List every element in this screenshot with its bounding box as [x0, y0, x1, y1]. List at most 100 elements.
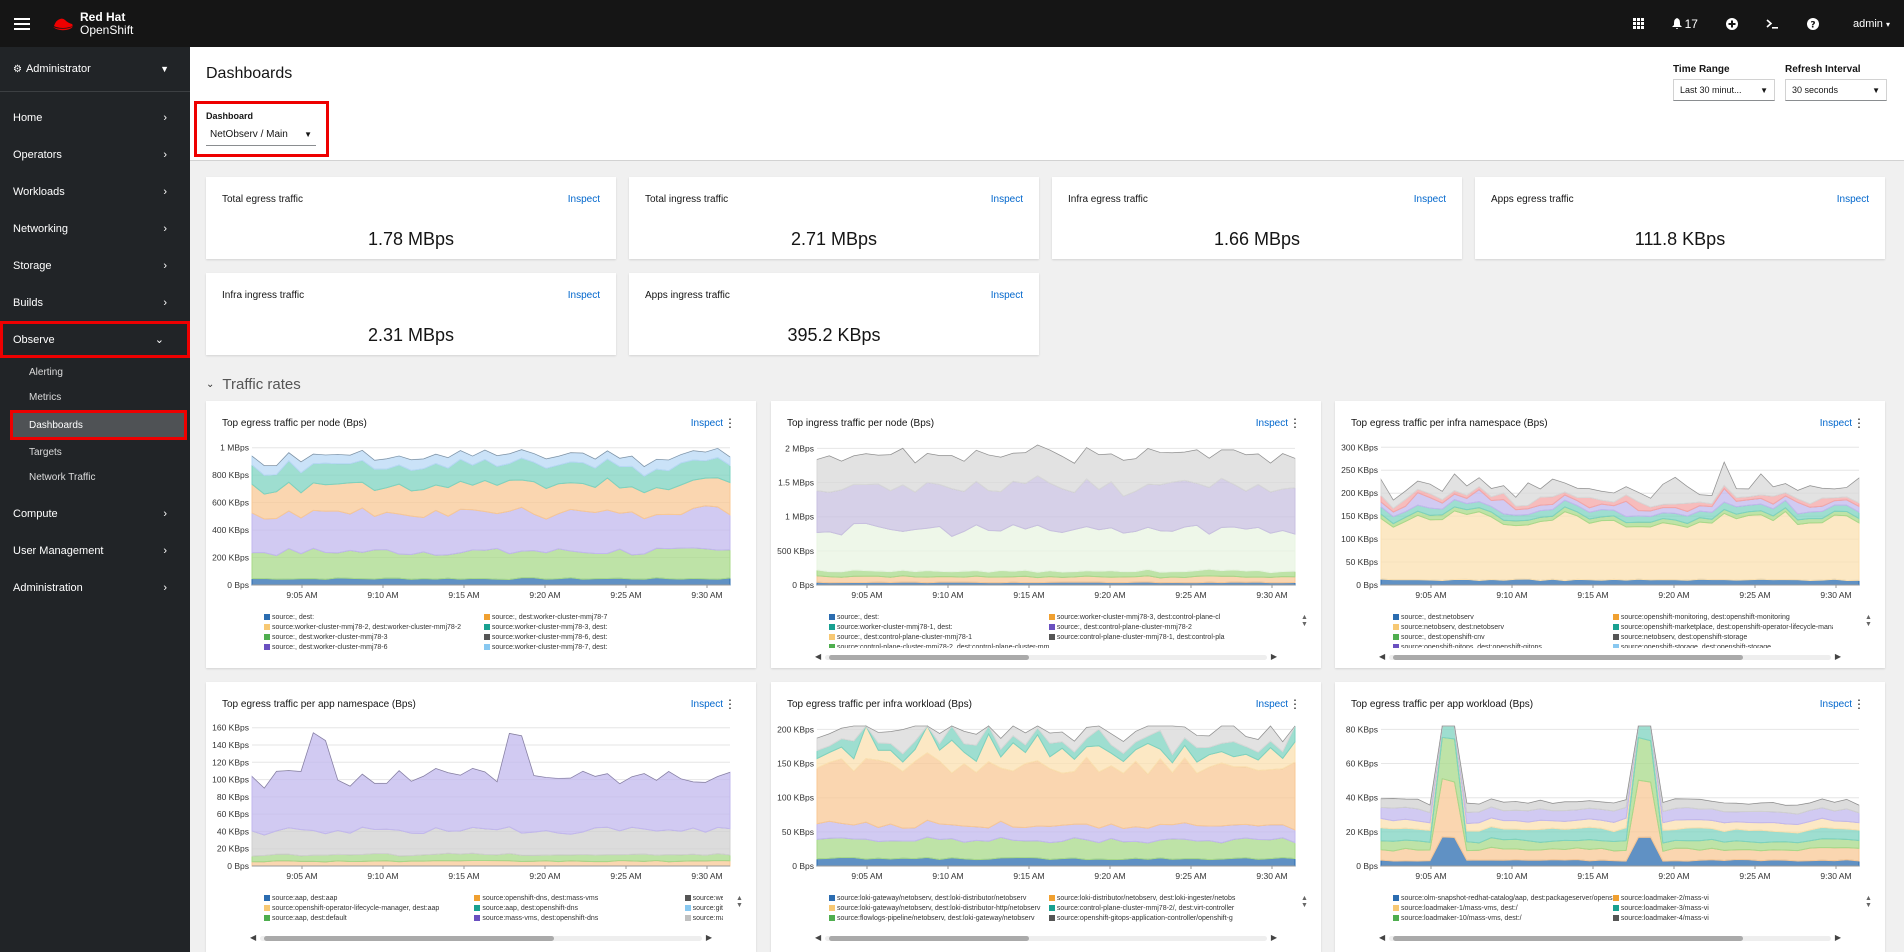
- legend-item[interactable]: source:openshift-storage, dest:openshift…: [1612, 642, 1833, 648]
- user-menu[interactable]: admin ▾: [1853, 18, 1890, 30]
- sidebar-item-operators[interactable]: Operators ›: [0, 136, 190, 173]
- scroll-right-icon[interactable]: ▶: [705, 933, 712, 942]
- legend-item[interactable]: source:control-plane-cluster-mmj78-2, de…: [829, 642, 1049, 648]
- time-range-dropdown[interactable]: Last 30 minut... ▼: [1673, 79, 1775, 101]
- legend-horizontal-scrollbar[interactable]: ◀ ▶: [1379, 652, 1841, 662]
- inspect-link[interactable]: Inspect: [690, 418, 723, 429]
- legend-item[interactable]: source:openshift-marketplace, dest:opens…: [1612, 622, 1833, 632]
- sidebar-subitem-targets[interactable]: Targets: [0, 440, 190, 465]
- scroll-up-icon[interactable]: ▲: [1301, 895, 1308, 902]
- legend-item[interactable]: source:openshift-dns, dest:mass-vms: [474, 893, 684, 903]
- legend-item[interactable]: source:loadmaker-3/mass-vi: [1612, 903, 1833, 913]
- scroll-down-icon[interactable]: ▼: [1865, 621, 1872, 628]
- legend-item[interactable]: source:control-plane-cluster-mmj78-1, de…: [1048, 632, 1269, 642]
- legend-item[interactable]: source:netobserv, dest:netobserv: [1393, 622, 1613, 632]
- legend-item[interactable]: source:loki-distributor/netobserv, dest:…: [1048, 893, 1269, 903]
- grid-icon[interactable]: [1632, 18, 1644, 29]
- legend-item[interactable]: source:aap, dest:aap: [264, 893, 474, 903]
- legend-horizontal-scrollbar[interactable]: ◀ ▶: [815, 933, 1277, 943]
- legend-vertical-scrollbar[interactable]: ▲ ▼: [1865, 895, 1873, 909]
- inspect-link[interactable]: Inspect: [1255, 418, 1288, 429]
- legend-vertical-scrollbar[interactable]: ▲ ▼: [1301, 614, 1309, 628]
- scroll-down-icon[interactable]: ▼: [1301, 621, 1308, 628]
- legend-item[interactable]: source:loki-gateway/netobserv, dest:loki…: [829, 893, 1049, 903]
- notifications-button[interactable]: 17: [1671, 17, 1698, 31]
- scroll-up-icon[interactable]: ▲: [736, 895, 743, 902]
- scroll-down-icon[interactable]: ▼: [1865, 902, 1872, 909]
- scroll-thumb[interactable]: [1393, 655, 1743, 660]
- scroll-left-icon[interactable]: ◀: [250, 933, 257, 942]
- legend-item[interactable]: source:, dest:netobserv: [1393, 612, 1613, 622]
- traffic-rates-toggle[interactable]: ⌄ Traffic rates: [206, 376, 301, 393]
- legend-item[interactable]: source:olm-snapshot-redhat-catalog/aap, …: [1393, 893, 1613, 903]
- scroll-thumb[interactable]: [1393, 936, 1743, 941]
- legend-vertical-scrollbar[interactable]: ▲ ▼: [736, 895, 744, 909]
- sidebar-item-workloads[interactable]: Workloads ›: [0, 173, 190, 210]
- legend-item[interactable]: source:netobserv, dest:openshift-storage: [1612, 632, 1833, 642]
- legend-item[interactable]: source:webs: [684, 893, 723, 903]
- hamburger-menu-icon[interactable]: [14, 17, 30, 30]
- inspect-link[interactable]: Inspect: [567, 290, 600, 301]
- legend-item[interactable]: source:, dest:control-plane-cluster-mmj7…: [1048, 622, 1269, 632]
- legend-item[interactable]: source:, dest:control-plane-cluster-mmj7…: [829, 632, 1049, 642]
- sidebar-item-networking[interactable]: Networking ›: [0, 210, 190, 247]
- legend-item[interactable]: source:worker-cluster-mmj78-3, dest:cont…: [1048, 612, 1269, 622]
- legend-item[interactable]: source:, dest:: [829, 612, 1049, 622]
- legend-item[interactable]: source:aap, dest:openshift-dns: [474, 903, 684, 913]
- inspect-link[interactable]: Inspect: [690, 699, 723, 710]
- plus-circle-icon[interactable]: [1725, 17, 1738, 30]
- sidebar-item-observe[interactable]: Observe ⌄: [0, 321, 190, 358]
- scroll-thumb[interactable]: [829, 655, 1029, 660]
- scroll-left-icon[interactable]: ◀: [1379, 933, 1386, 942]
- legend-item[interactable]: source:loadmaker-4/mass-vi: [1612, 913, 1833, 923]
- inspect-link[interactable]: Inspect: [1836, 194, 1869, 205]
- legend-item[interactable]: source:gitea: [684, 903, 723, 913]
- sidebar-subitem-dashboards[interactable]: Dashboards: [10, 410, 187, 440]
- legend-item[interactable]: source:mass: [684, 913, 723, 923]
- kebab-menu-icon[interactable]: ⋮: [724, 416, 736, 430]
- kebab-menu-icon[interactable]: ⋮: [1853, 697, 1865, 711]
- scroll-right-icon[interactable]: ▶: [1270, 933, 1277, 942]
- scroll-right-icon[interactable]: ▶: [1270, 652, 1277, 661]
- inspect-link[interactable]: Inspect: [990, 194, 1023, 205]
- scroll-down-icon[interactable]: ▼: [736, 902, 743, 909]
- inspect-link[interactable]: Inspect: [567, 194, 600, 205]
- sidebar-item-user-management[interactable]: User Management ›: [0, 532, 190, 569]
- sidebar-subitem-alerting[interactable]: Alerting: [0, 360, 190, 385]
- legend-item[interactable]: source:, dest:worker-cluster-mmj78-3: [264, 632, 484, 642]
- legend-item[interactable]: source:aap, dest:default: [264, 913, 474, 923]
- legend-horizontal-scrollbar[interactable]: ◀ ▶: [1379, 933, 1841, 943]
- legend-horizontal-scrollbar[interactable]: ◀ ▶: [815, 652, 1277, 662]
- legend-item[interactable]: source:openshift-monitoring, dest:opensh…: [1612, 612, 1833, 622]
- scroll-left-icon[interactable]: ◀: [1379, 652, 1386, 661]
- kebab-menu-icon[interactable]: ⋮: [1289, 697, 1301, 711]
- scroll-down-icon[interactable]: ▼: [1301, 902, 1308, 909]
- legend-horizontal-scrollbar[interactable]: ◀ ▶: [250, 933, 712, 943]
- scroll-thumb[interactable]: [829, 936, 1029, 941]
- legend-item[interactable]: source:openshift-operator-lifecycle-mana…: [264, 903, 474, 913]
- help-icon[interactable]: ?: [1806, 17, 1819, 30]
- legend-item[interactable]: [1049, 642, 1269, 648]
- legend-item[interactable]: source:openshift-gitops-application-cont…: [1048, 913, 1269, 923]
- legend-item[interactable]: source:worker-cluster-mmj78-1, dest:: [829, 622, 1049, 632]
- legend-item[interactable]: source:loadmaker-10/mass-vms, dest:/: [1393, 913, 1613, 923]
- inspect-link[interactable]: Inspect: [1819, 418, 1852, 429]
- scroll-right-icon[interactable]: ▶: [1834, 652, 1841, 661]
- scroll-thumb[interactable]: [264, 936, 554, 941]
- scroll-right-icon[interactable]: ▶: [1834, 933, 1841, 942]
- scroll-up-icon[interactable]: ▲: [1865, 895, 1872, 902]
- inspect-link[interactable]: Inspect: [1819, 699, 1852, 710]
- dashboard-dropdown[interactable]: NetObserv / Main ▼: [206, 127, 316, 146]
- sidebar-item-administration[interactable]: Administration ›: [0, 569, 190, 606]
- perspective-switcher[interactable]: ⚙ Administrator ▼: [0, 47, 190, 92]
- legend-item[interactable]: source:, dest:openshift-cnv: [1393, 632, 1613, 642]
- scroll-up-icon[interactable]: ▲: [1865, 614, 1872, 621]
- sidebar-item-compute[interactable]: Compute ›: [0, 495, 190, 532]
- brand-logo[interactable]: Red Hat OpenShift: [52, 10, 133, 37]
- legend-item[interactable]: source:mass-vms, dest:openshift-dns: [474, 913, 684, 923]
- terminal-icon[interactable]: [1766, 18, 1779, 29]
- inspect-link[interactable]: Inspect: [1413, 194, 1446, 205]
- kebab-menu-icon[interactable]: ⋮: [1289, 416, 1301, 430]
- inspect-link[interactable]: Inspect: [1255, 699, 1288, 710]
- legend-item[interactable]: source:loadmaker-1/mass-vms, dest:/: [1393, 903, 1613, 913]
